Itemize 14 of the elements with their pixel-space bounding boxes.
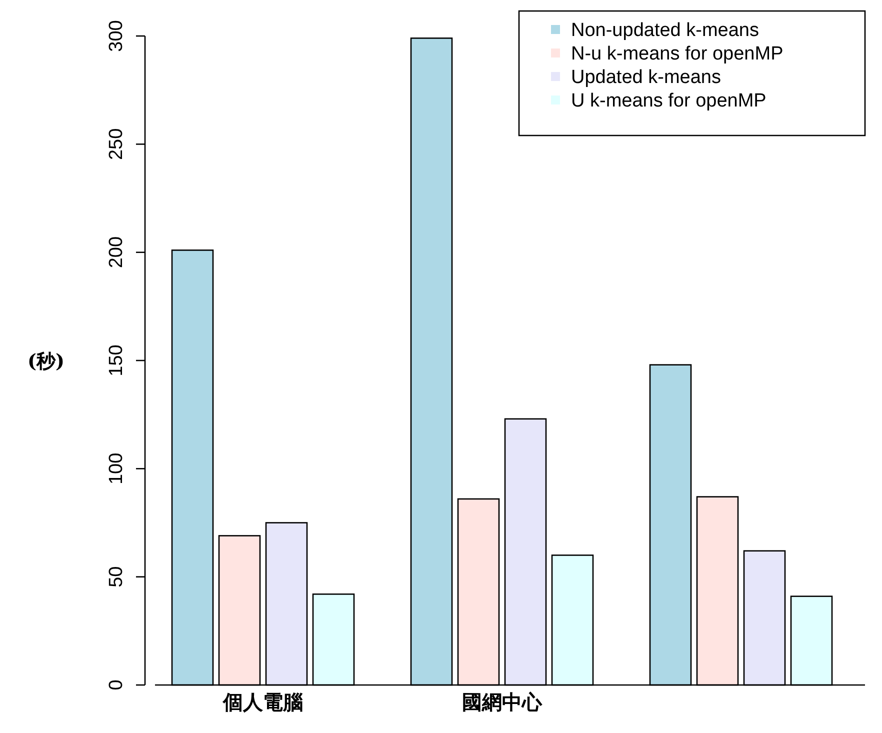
y-axis-title: (秒)	[28, 350, 64, 372]
x-tick-label: 國網中心	[462, 690, 543, 714]
legend-label: U k-means for openMP	[571, 90, 766, 112]
y-tick-label: 150	[106, 344, 128, 376]
y-tick-label: 0	[106, 680, 128, 690]
y-tick-label: 250	[106, 128, 128, 160]
legend-label: N-u k-means for openMP	[571, 44, 784, 64]
y-tick-label: 100	[106, 452, 128, 485]
y-tick-label: 50	[106, 566, 128, 588]
legend-label: Updated k-means	[571, 67, 721, 88]
y-tick-label: 200	[106, 236, 128, 268]
legend-label: Non-updated k-means	[571, 20, 759, 41]
y-tick-label: 300	[106, 20, 128, 52]
x-tick-label: 個人電腦	[222, 690, 303, 714]
